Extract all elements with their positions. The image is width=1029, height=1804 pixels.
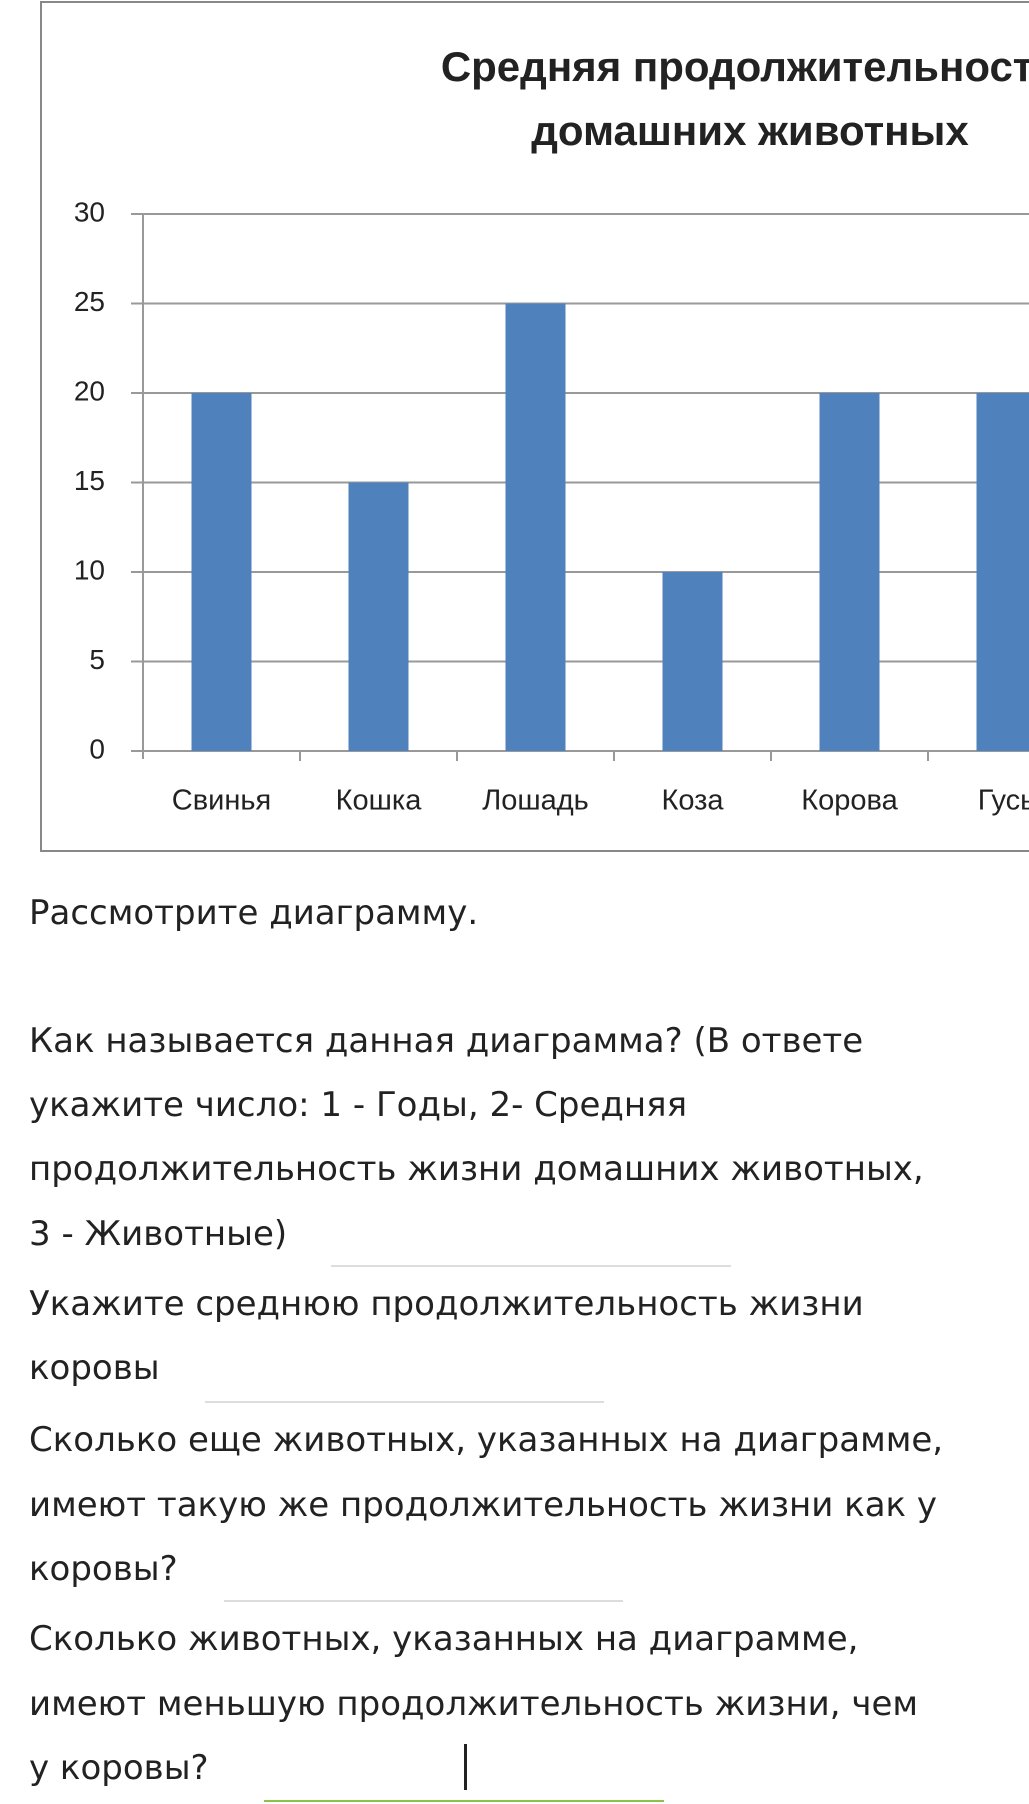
answer-field[interactable] <box>331 1265 731 1267</box>
y-tick-label: 0 <box>89 733 105 764</box>
text-cursor <box>464 1744 467 1790</box>
y-tick-label: 15 <box>74 465 105 496</box>
answer-field[interactable] <box>224 1600 623 1602</box>
bar <box>191 393 252 751</box>
y-tick-label: 25 <box>74 286 105 317</box>
y-tick-label: 10 <box>74 554 105 585</box>
y-tick-label: 5 <box>89 644 105 675</box>
question-text: Сколько животных, указанных на диаграмме… <box>29 1619 859 1659</box>
intro-text: Рассмотрите диаграмму. <box>29 893 479 933</box>
chart-title: домашних животных <box>531 107 969 154</box>
bar <box>662 572 723 751</box>
bar <box>505 303 566 751</box>
question-text: коровы <box>29 1348 160 1388</box>
question-text: Как называется данная диаграмма? (В отве… <box>29 1021 864 1061</box>
x-tick-label: Коза <box>661 785 724 817</box>
question-text: имеют такую же продолжительность жизни к… <box>29 1485 938 1525</box>
y-tick-label: 30 <box>74 196 105 227</box>
question-text: 3 - Животные) <box>29 1214 288 1254</box>
x-tick-label: Гусь <box>978 785 1029 817</box>
question-text: Сколько еще животных, указанных на диагр… <box>29 1420 944 1460</box>
y-tick-label: 20 <box>74 375 105 406</box>
question-text: имеют меньшую продолжительность жизни, ч… <box>29 1684 919 1724</box>
chart: Средняя продолжительность домашних животн… <box>40 1 1029 852</box>
x-tick-label: Лошадь <box>482 785 589 817</box>
chart-title: Средняя продолжительность <box>441 43 1029 90</box>
bar <box>819 393 880 751</box>
answer-field[interactable] <box>205 1401 604 1403</box>
answer-field[interactable] <box>264 1800 664 1802</box>
x-tick-label: Корова <box>801 785 898 817</box>
bar <box>976 393 1029 751</box>
question-text: у коровы? <box>29 1748 209 1788</box>
x-tick-label: Кошка <box>336 785 423 817</box>
question-text: коровы? <box>29 1549 178 1589</box>
bar <box>348 482 409 751</box>
x-tick-label: Свинья <box>172 785 271 817</box>
question-text: Укажите среднюю продолжительность жизни <box>29 1284 864 1324</box>
question-text: укажите число: 1 - Годы, 2- Средняя <box>29 1085 688 1125</box>
question-text: продолжительность жизни домашних животны… <box>29 1149 924 1189</box>
